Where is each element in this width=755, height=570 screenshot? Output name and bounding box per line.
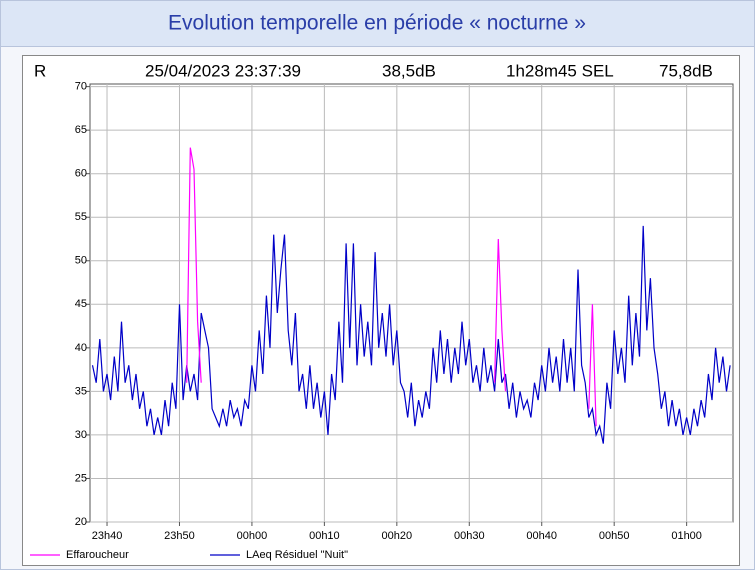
- x-tick-label: 00h20: [382, 530, 413, 542]
- y-tick-label: 20: [75, 516, 87, 528]
- plot-area: [89, 83, 734, 523]
- header-text: 1h28m45 SEL: [506, 61, 614, 80]
- y-tick-label: 40: [75, 342, 87, 354]
- x-tick-label: 00h00: [237, 530, 268, 542]
- y-tick-label: 30: [75, 429, 87, 441]
- y-tick-label: 35: [75, 385, 87, 397]
- y-tick-label: 25: [75, 472, 87, 484]
- x-tick-label: 00h40: [526, 530, 557, 542]
- x-tick-label: 23h40: [92, 530, 123, 542]
- legend-label: LAeq Résiduel "Nuit": [246, 549, 348, 561]
- series-line: [186, 147, 597, 427]
- chart-title: Evolution temporelle en période « noctur…: [168, 12, 586, 35]
- x-tick-label: 00h50: [599, 530, 630, 542]
- x-tick-label: 23h50: [164, 530, 195, 542]
- header-text: 75,8dB: [659, 61, 713, 80]
- x-tick-label: 00h30: [454, 530, 485, 542]
- y-tick-label: 60: [75, 168, 87, 180]
- y-tick-label: 50: [75, 255, 87, 267]
- title-band: [0, 0, 755, 47]
- y-tick-label: 65: [75, 124, 87, 136]
- series-line: [91, 225, 731, 444]
- header-text: R: [34, 61, 46, 80]
- y-tick-label: 45: [75, 298, 87, 310]
- y-tick-label: 55: [75, 211, 87, 223]
- x-tick-label: 00h10: [309, 530, 340, 542]
- header-text: 25/04/2023 23:37:39: [145, 61, 301, 80]
- header-text: 38,5dB: [382, 61, 436, 80]
- y-tick-label: 70: [75, 81, 87, 93]
- x-tick-label: 01h00: [671, 530, 702, 542]
- legend-label: Effaroucheur: [66, 549, 129, 561]
